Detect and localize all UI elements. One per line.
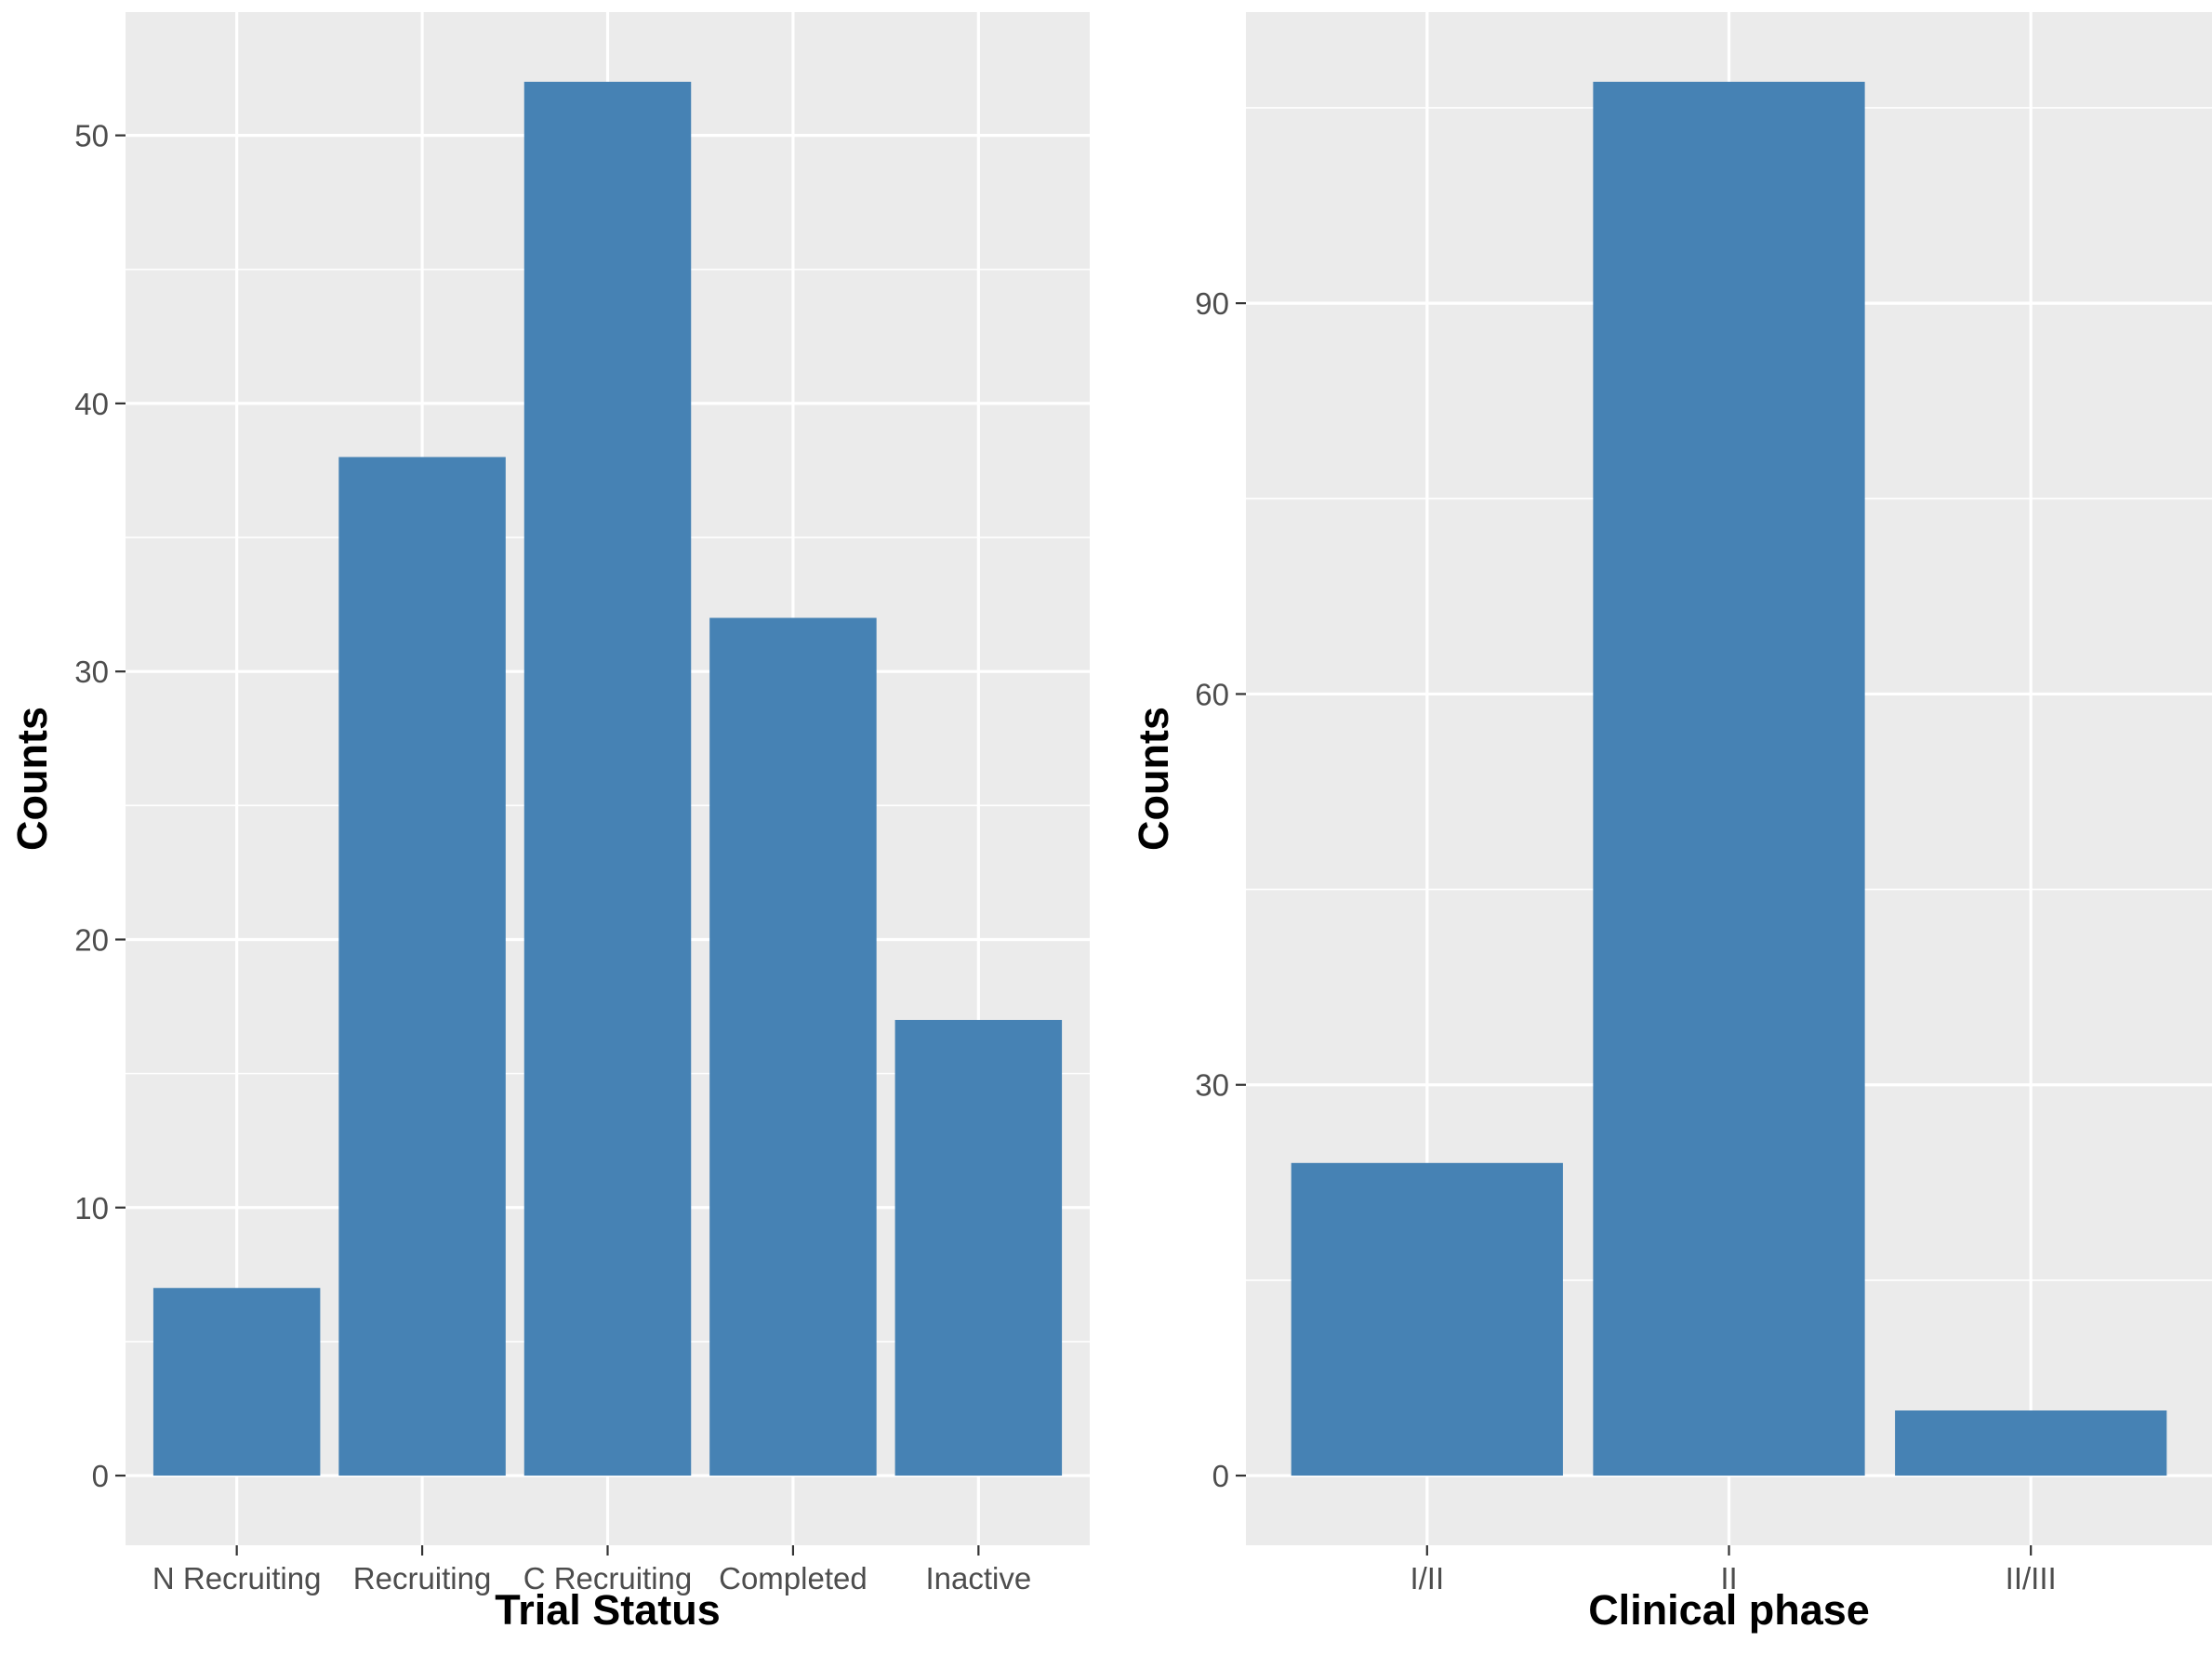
- chart-trial-status: 0 10 20 30 40 50 N Recruiting Recruiting C Recr…: [8, 12, 1090, 1634]
- y-tick-label-30: 30: [74, 655, 109, 689]
- x-tick-label-ii: II: [1720, 1561, 1737, 1595]
- y-tick-label-0: 0: [92, 1459, 109, 1493]
- y-tick-label-20: 20: [74, 922, 109, 957]
- y-tick-label-30: 30: [1195, 1068, 1229, 1103]
- bars-right: [1291, 81, 2167, 1476]
- y-tick-label-90: 90: [1195, 286, 1229, 321]
- x-tick-label-completed: Completed: [719, 1561, 868, 1595]
- x-tick-label-ii-iii: II/III: [2006, 1561, 2057, 1595]
- bar-completed: [709, 617, 877, 1476]
- bar-i-ii: [1291, 1162, 1563, 1476]
- y-axis-right: 0 30 60 90: [1195, 286, 1246, 1493]
- x-axis-left: N Recruiting Recruiting C Recruiting Comple…: [152, 1545, 1031, 1595]
- x-axis-right: I/II II II/III: [1410, 1545, 2057, 1595]
- x-tick-label-c-recruiting: C Recruiting: [523, 1561, 693, 1595]
- x-tick-label-recruiting: Recruiting: [353, 1561, 492, 1595]
- y-tick-label-0: 0: [1212, 1459, 1229, 1493]
- y-tick-label-10: 10: [74, 1191, 109, 1225]
- y-tick-label-50: 50: [74, 119, 109, 153]
- x-axis-title-right: Clinical phase: [1588, 1586, 1870, 1634]
- bar-c-recruiting: [523, 81, 692, 1476]
- x-tick-label-n-recruiting: N Recruiting: [152, 1561, 322, 1595]
- y-axis-title-left: Counts: [8, 707, 56, 851]
- bar-inactive: [894, 1019, 1063, 1476]
- bar-ii-iii: [1895, 1410, 2167, 1476]
- x-tick-label-inactive: Inactive: [925, 1561, 1031, 1595]
- chart-clinical-phase: 0 30 60 90 I/II II II/III Clinical phase Coun…: [1130, 12, 2212, 1634]
- y-tick-label-60: 60: [1195, 677, 1229, 711]
- y-axis-left: 0 10 20 30 40 50: [74, 119, 126, 1493]
- bar-recruiting: [338, 457, 506, 1476]
- x-axis-title-left: Trial Status: [495, 1586, 721, 1634]
- y-axis-title-right: Counts: [1130, 707, 1177, 851]
- bar-ii: [1593, 81, 1865, 1476]
- bars-left: [152, 81, 1063, 1476]
- bar-n-recruiting: [152, 1288, 321, 1476]
- x-tick-label-i-ii: I/II: [1410, 1561, 1444, 1595]
- y-tick-label-40: 40: [74, 387, 109, 421]
